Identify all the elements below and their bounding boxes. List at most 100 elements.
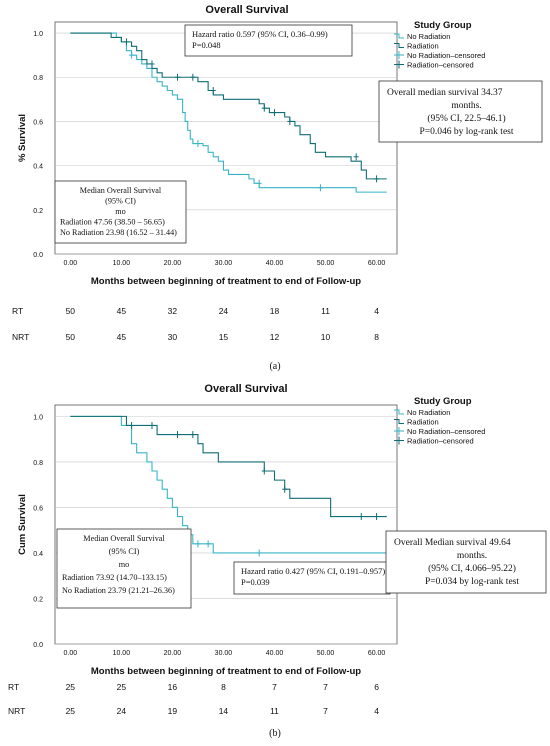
risk-value: 32 bbox=[168, 306, 178, 316]
y-axis-label: % Survival bbox=[17, 114, 28, 162]
median-survival-box-line: No Radiation 23.98 (16.52 – 31.44) bbox=[60, 228, 177, 237]
y-tick-label: 0.2 bbox=[33, 208, 43, 215]
legend-swatch bbox=[394, 33, 404, 39]
legend-entry: No Radiation bbox=[407, 408, 450, 417]
panel-label: (a) bbox=[269, 361, 280, 372]
radiation-survival-line bbox=[70, 32, 387, 180]
overall-survival-box-frame bbox=[378, 80, 543, 143]
risk-value: 14 bbox=[219, 706, 229, 716]
risk-value: 16 bbox=[168, 682, 178, 692]
x-tick-label: 30.00 bbox=[215, 650, 233, 657]
legend-entry: Radiation bbox=[407, 42, 439, 51]
hazard-ratio-box-line: Hazard ratio 0.427 (95% CI, 0.191–0.957) bbox=[241, 566, 385, 576]
risk-value: 25 bbox=[66, 682, 76, 692]
y-tick-label: 0.6 bbox=[33, 505, 43, 512]
risk-value: 12 bbox=[270, 332, 280, 342]
x-tick-label: 20.00 bbox=[164, 260, 182, 267]
risk-value: 45 bbox=[117, 306, 127, 316]
y-tick-label: 0.8 bbox=[33, 75, 43, 82]
legend-entry: No Radiation bbox=[407, 32, 450, 41]
overall-survival-box-line: months. bbox=[457, 551, 487, 561]
risk-value: 4 bbox=[374, 706, 379, 716]
x-tick-label: 0.00 bbox=[64, 260, 78, 267]
x-tick-label: 50.00 bbox=[317, 650, 335, 657]
overall-survival-box-line: (95% CI, 4.066–95.22) bbox=[428, 563, 516, 574]
x-tick-label: 40.00 bbox=[266, 650, 284, 657]
x-tick-label: 40.00 bbox=[266, 260, 284, 267]
chart-title: Overall Survival bbox=[204, 383, 287, 395]
risk-value: 25 bbox=[117, 682, 127, 692]
y-tick-label: 0.0 bbox=[33, 252, 43, 259]
risk-value: 7 bbox=[323, 706, 328, 716]
legend-entry: No Radiation–censored bbox=[407, 51, 485, 60]
median-survival-box-frame bbox=[54, 180, 187, 244]
legend-entry: Radiation–censored bbox=[407, 437, 474, 446]
hazard-ratio-box-frame bbox=[184, 24, 353, 57]
risk-value: 15 bbox=[219, 332, 229, 342]
median-survival-box-line: mo bbox=[115, 207, 125, 216]
overall-survival-box-line: Overall Median survival 49.64 bbox=[394, 538, 511, 548]
y-tick-label: 0.0 bbox=[33, 642, 43, 649]
x-tick-label: 30.00 bbox=[215, 260, 233, 267]
chart-title: Overall Survival bbox=[205, 4, 288, 16]
risk-value: 4 bbox=[374, 306, 379, 316]
y-tick-label: 1.0 bbox=[33, 31, 43, 38]
risk-row-label: RT bbox=[8, 682, 19, 692]
y-axis-label: Cum Survival bbox=[17, 494, 28, 555]
risk-row-label: NRT bbox=[12, 332, 29, 342]
hazard-ratio-box: Hazard ratio 0.597 (95% CI, 0.36–0.99)P=… bbox=[184, 24, 353, 57]
risk-value: 24 bbox=[219, 306, 229, 316]
hazard-ratio-box-frame bbox=[233, 561, 391, 595]
median-survival-box-line: Radiation 73.92 (14.70–133.15) bbox=[62, 573, 167, 582]
median-survival-box-line: (95% CI) bbox=[105, 197, 136, 206]
risk-value: 11 bbox=[270, 706, 279, 716]
risk-table: RT 25 25 16 8 7 7 6 NRT 25 24 19 14 11 7 4 bbox=[8, 682, 379, 716]
y-tick-label: 0.6 bbox=[33, 119, 43, 126]
risk-value: 30 bbox=[168, 332, 178, 342]
risk-row-label: RT bbox=[12, 306, 23, 316]
risk-value: 11 bbox=[321, 306, 330, 316]
panel-label: (b) bbox=[269, 728, 281, 739]
risk-value: 10 bbox=[321, 332, 331, 342]
y-tick-label: 1.0 bbox=[33, 414, 43, 421]
x-tick-label: 0.00 bbox=[64, 650, 78, 657]
hazard-ratio-box-line: P=0.039 bbox=[241, 577, 270, 587]
overall-survival-box-frame bbox=[385, 530, 547, 594]
median-survival-box-line: Median Overall Survival bbox=[83, 534, 165, 543]
overall-survival-box-line: P=0.034 by log-rank test bbox=[425, 577, 519, 587]
overall-survival-box: Overall Median survival 49.64 months. (95%… bbox=[385, 530, 547, 594]
overall-survival-box-line: (95% CI, 22.5–46.1) bbox=[427, 113, 505, 124]
risk-table: RT 50 45 32 24 18 11 4 NRT 50 45 30 15 12 10 8 bbox=[12, 306, 379, 342]
hazard-ratio-box-line: Hazard ratio 0.597 (95% CI, 0.36–0.99) bbox=[192, 29, 328, 39]
risk-value: 7 bbox=[272, 682, 277, 692]
risk-value: 18 bbox=[270, 306, 280, 316]
risk-value: 25 bbox=[66, 706, 76, 716]
x-tick-label: 60.00 bbox=[368, 650, 386, 657]
overall-survival-box-line: P=0.046 by log-rank test bbox=[419, 127, 513, 137]
radiation-survival-line bbox=[70, 415, 387, 518]
legend-swatch bbox=[394, 419, 404, 424]
risk-value: 24 bbox=[117, 706, 127, 716]
y-tick-label: 0.4 bbox=[33, 164, 43, 171]
y-tick-label: 0.4 bbox=[33, 551, 43, 558]
legend-swatch bbox=[394, 409, 404, 415]
median-survival-box-line: (95% CI) bbox=[109, 547, 140, 556]
median-survival-box: Median Overall Survival (95% CI)mo Radiati… bbox=[54, 180, 187, 244]
hazard-ratio-box: Hazard ratio 0.427 (95% CI, 0.191–0.957)… bbox=[233, 561, 391, 595]
median-survival-box-line: Radiation 47.56 (38.50 – 56.65) bbox=[60, 218, 165, 227]
y-tick-label: 0.8 bbox=[33, 460, 43, 467]
hazard-ratio-box-line: P=0.048 bbox=[192, 40, 221, 50]
risk-value: 6 bbox=[374, 682, 379, 692]
x-tick-label: 50.00 bbox=[317, 260, 335, 267]
legend-title: Study Group bbox=[414, 396, 472, 407]
y-tick-label: 0.2 bbox=[33, 596, 43, 603]
median-survival-box-frame bbox=[56, 528, 192, 609]
legend-entry: Radiation–censored bbox=[407, 61, 474, 70]
x-tick-label: 60.00 bbox=[368, 260, 386, 267]
risk-value: 8 bbox=[221, 682, 226, 692]
median-survival-box-line: mo bbox=[119, 560, 129, 569]
risk-value: 19 bbox=[168, 706, 178, 716]
legend-title: Study Group bbox=[414, 20, 472, 31]
